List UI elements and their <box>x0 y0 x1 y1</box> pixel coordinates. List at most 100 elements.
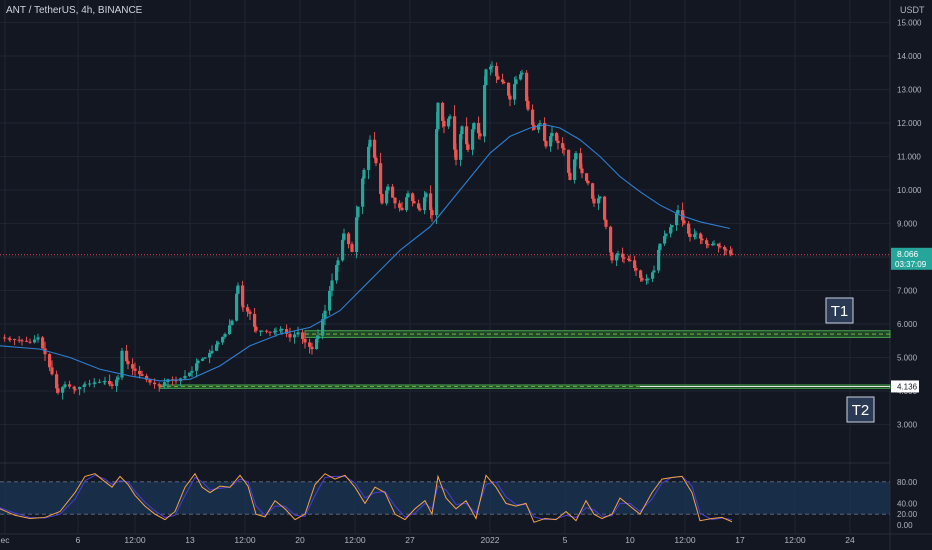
candle-body <box>241 285 245 306</box>
candle-body <box>145 375 149 380</box>
candle-body <box>573 159 577 180</box>
candle-body <box>579 153 583 169</box>
candle-body <box>55 374 59 389</box>
candle-body <box>520 72 524 75</box>
candle-body <box>412 201 416 204</box>
candle-body <box>148 379 152 383</box>
price-tick-label: 11.000 <box>897 153 921 162</box>
candle-body <box>33 339 37 343</box>
candle-body <box>163 382 167 386</box>
candle-body <box>138 370 142 375</box>
candle-body <box>126 361 130 365</box>
candle-body <box>315 338 319 350</box>
candle-body <box>448 116 452 119</box>
candle-body <box>3 337 7 339</box>
candle-body <box>321 319 325 336</box>
candle-body <box>108 380 112 385</box>
candle-body <box>133 368 137 371</box>
candle-body <box>676 210 680 214</box>
candle-body <box>519 74 523 80</box>
candle-body <box>502 82 506 84</box>
candle-body <box>368 139 372 147</box>
candle-body <box>597 198 601 204</box>
candle-body <box>669 227 673 234</box>
price-tick-label: 7.000 <box>897 287 918 296</box>
price-axis[interactable]: 15.000 14.000 13.000 12.000 11.000 10.000 9.00… <box>897 19 922 531</box>
candle-body <box>706 244 710 246</box>
price-tick-label: 15.000 <box>897 19 922 28</box>
target-box-t1 <box>825 297 854 324</box>
candle-body <box>279 329 283 331</box>
time-tick-label: 6 <box>76 535 81 545</box>
candle-body <box>216 342 220 345</box>
candle-body <box>514 79 518 85</box>
candle-body <box>260 330 264 332</box>
candle-body <box>561 143 565 149</box>
candle-body <box>273 331 277 333</box>
candle-body <box>628 259 632 261</box>
candle-body <box>157 384 161 386</box>
candle-body <box>723 246 727 250</box>
candle-body <box>374 157 378 164</box>
candle-body <box>336 260 340 266</box>
candle-body <box>274 330 278 332</box>
candle-body <box>386 186 390 191</box>
candle-body <box>310 346 314 350</box>
candle-body <box>268 331 272 333</box>
candle-body <box>393 197 397 204</box>
candle-body <box>73 388 77 390</box>
candle-body <box>254 326 258 331</box>
candle-body <box>640 278 644 281</box>
candle-body <box>7 338 11 340</box>
candle-body <box>196 360 200 364</box>
candle-body <box>356 206 360 218</box>
countdown-timer: 03:37:09 <box>895 260 927 269</box>
candle-body <box>681 210 685 221</box>
candle-body <box>17 339 21 341</box>
candle-body <box>41 337 45 349</box>
candle-body <box>592 198 596 204</box>
time-tick-label: 12:00 <box>344 535 366 545</box>
candle-body <box>645 279 649 281</box>
candle-body <box>555 133 559 141</box>
time-tick-label: 13 <box>185 535 195 545</box>
candle-body <box>140 374 144 376</box>
price-tick-label: 3.000 <box>897 421 918 430</box>
symbol-title[interactable]: ANT / TetherUS, 4h, BINANCE <box>6 5 143 16</box>
candle-body <box>603 196 607 220</box>
time-tick-label: 17 <box>735 535 745 545</box>
candle-body <box>477 123 481 134</box>
candle-body <box>203 357 207 359</box>
candle-body <box>484 69 488 86</box>
candle-body <box>417 203 421 209</box>
candle-body <box>103 380 107 382</box>
candle-body <box>621 253 625 258</box>
candle-body <box>556 140 560 144</box>
time-tick-label: 5 <box>563 535 568 545</box>
candle-body <box>48 354 52 368</box>
candle-body <box>567 149 571 173</box>
candle-body <box>385 190 389 204</box>
target-price-value: 4.136 <box>897 382 918 391</box>
time-tick-label: ec <box>1 535 11 545</box>
candle-body <box>730 253 734 255</box>
candle-body <box>296 332 300 335</box>
candle-body <box>246 307 250 312</box>
candle-body <box>190 370 194 373</box>
candle-body <box>293 334 297 338</box>
candle-body <box>538 123 542 125</box>
price-tick-label: 14.000 <box>897 52 922 61</box>
candle-body <box>496 76 500 80</box>
candle-body <box>615 255 619 261</box>
candle-body <box>585 173 589 181</box>
candle-body <box>483 85 487 137</box>
candle-body <box>285 329 289 334</box>
candle-body <box>675 213 679 226</box>
candle-body <box>598 196 602 199</box>
candle-body <box>616 253 620 256</box>
candle-body <box>391 186 395 198</box>
time-axis[interactable]: ec 6 12:00 13 12:00 20 12:00 27 2022 5 10 12:00 17 12… <box>1 535 855 545</box>
